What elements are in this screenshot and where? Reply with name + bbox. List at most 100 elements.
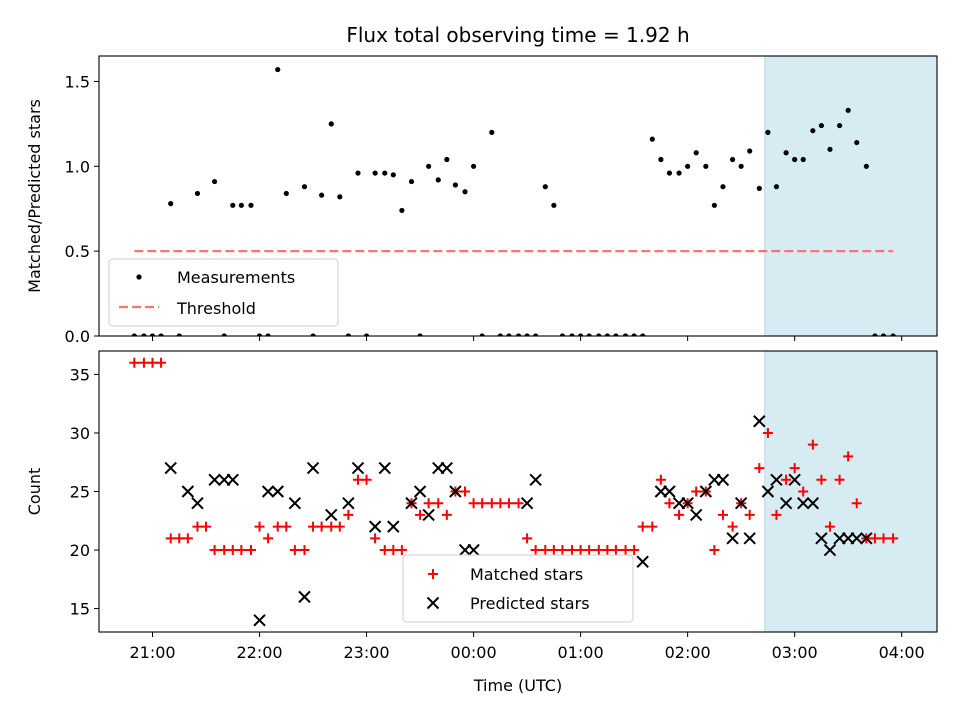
predicted-star-marker xyxy=(422,508,435,522)
measurement-point xyxy=(275,66,281,73)
x-tick-label: 04:00 xyxy=(879,643,925,662)
measurement-point xyxy=(462,189,468,195)
measurement-point xyxy=(622,333,629,336)
y-axis-label: Count xyxy=(25,468,44,516)
measurement-point xyxy=(880,333,887,336)
legend: Measurements Threshold xyxy=(108,258,339,327)
predicted-star-marker xyxy=(636,555,649,568)
measurement-point xyxy=(310,333,316,336)
measurement-point xyxy=(837,122,843,129)
predicted-star-marker xyxy=(520,497,534,510)
x-tick-label: 02:00 xyxy=(665,643,711,662)
predicted-star-marker xyxy=(753,415,766,428)
measurement-point xyxy=(729,156,736,163)
matched-star-marker xyxy=(584,545,595,556)
measurement-point xyxy=(141,333,147,336)
matched-star-marker xyxy=(236,545,247,556)
matched-star-marker xyxy=(388,545,399,556)
matched-star-marker xyxy=(888,533,899,544)
x-tick-label: 23:00 xyxy=(344,643,390,662)
predicted-star-marker xyxy=(529,473,542,486)
measurement-point xyxy=(783,150,789,156)
measurement-point xyxy=(551,202,557,208)
measurement-point xyxy=(559,333,566,336)
matched-star-marker xyxy=(433,498,444,509)
predicted-star-marker xyxy=(261,485,275,498)
matched-star-marker xyxy=(503,498,514,509)
measurement-point xyxy=(283,190,289,197)
matched-star-marker xyxy=(575,545,586,556)
predicted-star-marker xyxy=(860,532,873,545)
matched-star-marker xyxy=(415,509,426,520)
measurement-point xyxy=(301,184,308,190)
measurement-point xyxy=(319,192,325,198)
figure-title: Flux total observing time = 1.92 h xyxy=(346,23,689,47)
matched-star-marker xyxy=(629,545,640,556)
observing-window-span xyxy=(764,56,937,336)
measurement-point xyxy=(604,333,610,336)
matched-star-marker xyxy=(789,463,800,474)
predicted-star-marker xyxy=(387,520,400,533)
matched-star-marker xyxy=(781,474,792,485)
predicted-star-marker xyxy=(325,508,338,522)
measurement-point xyxy=(211,178,218,185)
matched-star-marker xyxy=(717,509,728,520)
predicted-star-marker xyxy=(253,614,266,627)
count-panel: 15 20 25 30 35 21:00 22:00 23:00 00:00 01:00 02:00… xyxy=(25,350,938,695)
predicted-star-marker xyxy=(743,532,756,545)
matched-star-marker xyxy=(807,439,818,450)
matched-star-marker xyxy=(396,545,407,556)
matched-star-marker xyxy=(182,533,193,544)
measurement-point xyxy=(248,202,254,208)
matched-star-marker xyxy=(798,486,809,497)
matched-star-marker xyxy=(486,498,497,509)
measurement-point xyxy=(863,163,869,169)
measurement-point xyxy=(452,182,458,188)
measurement-point xyxy=(773,184,780,190)
predicted-star-marker xyxy=(413,485,427,498)
measurement-point xyxy=(666,170,673,176)
measurement-point xyxy=(328,121,334,127)
matched-star-marker xyxy=(460,486,471,497)
matched-star-marker xyxy=(851,498,862,509)
matched-star-marker xyxy=(727,521,738,532)
matched-star-marker xyxy=(281,521,292,532)
measurement-point xyxy=(703,163,709,169)
predicted-star-marker xyxy=(823,543,837,557)
predicted-star-marker xyxy=(405,497,418,510)
measurement-point xyxy=(711,202,717,208)
measurement-point xyxy=(720,184,726,190)
measurement-point xyxy=(479,333,485,336)
predicted-star-marker xyxy=(226,473,239,486)
matched-star-marker xyxy=(334,521,345,532)
y-tick-label: 35 xyxy=(70,365,90,384)
measurement-point xyxy=(444,156,450,163)
matched-star-marker xyxy=(548,545,559,556)
legend-box xyxy=(402,554,634,623)
matched-star-marker xyxy=(138,357,149,368)
legend-box xyxy=(108,258,339,327)
measurement-point xyxy=(230,202,236,208)
predicted-star-marker xyxy=(440,461,454,475)
predicted-star-marker xyxy=(779,497,793,510)
matched-star-marker xyxy=(762,427,773,438)
matched-star-marker xyxy=(192,521,203,532)
predicted-star-marker xyxy=(850,532,863,545)
measurement-point xyxy=(426,163,432,169)
measurement-point xyxy=(765,129,771,135)
predicted-star-marker xyxy=(770,473,783,486)
predicted-star-marker xyxy=(726,532,739,545)
matched-star-marker xyxy=(468,498,479,509)
measurement-point xyxy=(827,146,833,152)
matched-star-marker xyxy=(530,545,541,556)
predicted-star-marker xyxy=(306,461,320,475)
measurement-point xyxy=(631,333,637,336)
legend-label-predicted: Predicted stars xyxy=(470,594,590,613)
predicted-star-marker xyxy=(208,473,221,486)
matched-star-marker xyxy=(477,498,488,509)
matched-star-marker xyxy=(834,474,845,485)
matched-star-marker xyxy=(423,498,434,509)
predicted-star-marker xyxy=(288,497,302,510)
measurement-point xyxy=(533,333,539,336)
